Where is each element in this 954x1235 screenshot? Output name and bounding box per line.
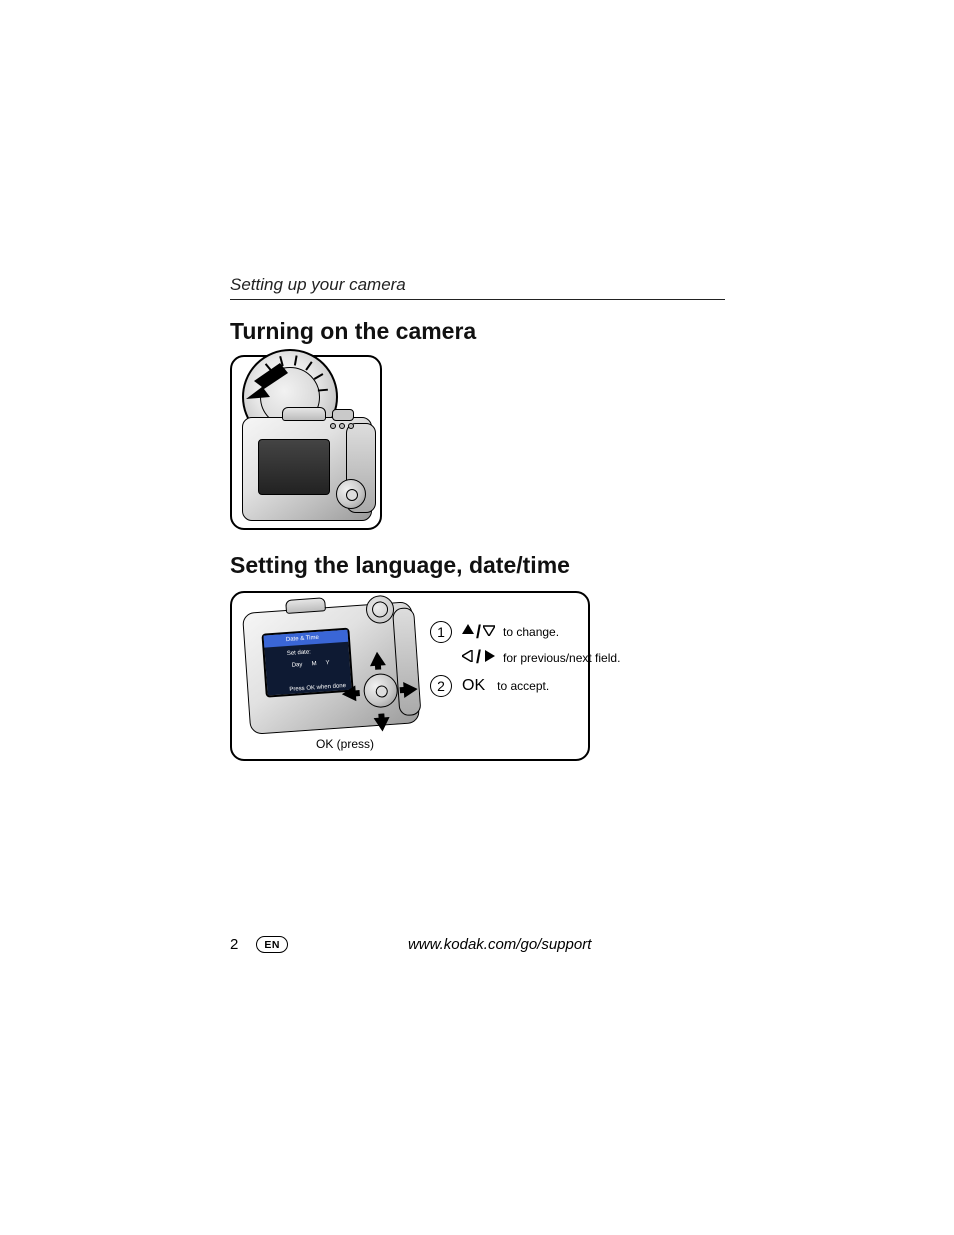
step-number-badge: 1 <box>430 621 452 643</box>
ok-press-label: OK (press) <box>316 737 374 751</box>
step-number-badge: 2 <box>430 675 452 697</box>
leftright-arrows-icon: / <box>462 647 495 668</box>
heading-turning-on: Turning on the camera <box>230 318 750 345</box>
lcd-row-label: Day <box>291 661 302 670</box>
ok-label: OK <box>462 677 485 695</box>
camera-lcd <box>258 439 330 495</box>
heading-language-datetime: Setting the language, date/time <box>230 552 750 579</box>
camera-4way-controller <box>336 479 366 509</box>
legend-text: to accept. <box>497 679 549 693</box>
figure-turn-on-camera <box>230 355 382 530</box>
camera-top-plate <box>285 597 326 614</box>
rotate-arrow-icon <box>240 357 284 401</box>
camera-back-illustration <box>242 417 372 521</box>
camera-button-row <box>330 423 370 433</box>
arrow-right-icon <box>399 681 418 698</box>
arrow-left-icon <box>341 685 360 702</box>
lcd-row-label: Set date: <box>287 648 312 658</box>
page-number: 2 <box>230 936 238 953</box>
language-badge: EN <box>256 936 288 953</box>
legend-step-1: 1 / to change. <box>430 621 559 643</box>
updown-arrows-icon: / <box>462 622 495 643</box>
lcd-footer: Press OK when done <box>289 682 346 694</box>
legend-step-2: 2 OK to accept. <box>430 675 549 697</box>
figure-set-language-datetime: Date & Time Set date: Day M Y Press OK w… <box>230 591 590 761</box>
camera-lcd-datetime: Date & Time Set date: Day M Y Press OK w… <box>261 628 353 698</box>
lcd-title: Date & Time <box>286 634 319 644</box>
camera-back-illustration: Date & Time Set date: Day M Y Press OK w… <box>242 601 420 735</box>
legend-text: for previous/next field. <box>503 651 620 665</box>
lcd-row-label: M <box>311 660 317 668</box>
running-header: Setting up your camera <box>230 275 750 295</box>
support-url: www.kodak.com/go/support <box>408 936 591 953</box>
legend-step-1b: / for previous/next field. <box>462 647 620 668</box>
lcd-row-label: Y <box>325 659 330 667</box>
page-footer: 2 EN www.kodak.com/go/support <box>230 936 725 953</box>
header-rule <box>230 299 725 300</box>
manual-page: Setting up your camera Turning on the ca… <box>0 0 954 1235</box>
arrow-up-icon <box>369 651 386 670</box>
content-area: Setting up your camera Turning on the ca… <box>230 275 750 761</box>
camera-top-plate <box>282 407 326 421</box>
camera-viewfinder <box>332 409 354 421</box>
legend-text: to change. <box>503 625 559 639</box>
arrow-down-icon <box>373 713 390 732</box>
